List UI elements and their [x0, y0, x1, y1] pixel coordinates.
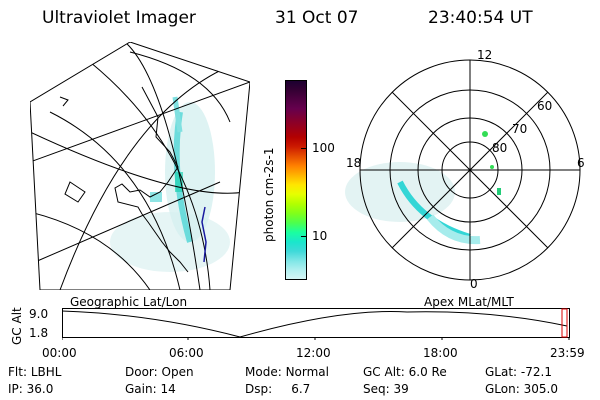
status-gc-alt: GC Alt: 6.0 Re	[363, 365, 447, 379]
status-ip: IP: 36.0	[8, 382, 54, 396]
timeline-xtick-1800: 18:00	[423, 346, 458, 360]
timeline-ytick-top: 9.0	[29, 307, 49, 321]
colorbar	[285, 80, 307, 280]
status-filter: Flt: LBHL	[8, 365, 62, 379]
mlt-label-12: 12	[477, 48, 492, 62]
altitude-curve	[62, 310, 568, 338]
time-label: 23:40:54 UT	[428, 8, 533, 28]
mlat-label-70: 70	[512, 122, 527, 136]
instrument-title: Ultraviolet Imager	[42, 8, 196, 28]
status-dsp: Dsp: 6.7	[245, 382, 311, 396]
date-label: 31 Oct 07	[275, 8, 359, 28]
status-glon: GLon: 305.0	[485, 382, 558, 396]
timeline-xtick-1200: 12:00	[296, 346, 331, 360]
timeline-ylabel: GC Alt	[10, 307, 24, 345]
apex-polar-plot: 12 18 6 0 60 70 80	[345, 48, 585, 291]
geographic-map	[30, 42, 250, 290]
status-gain: Gain: 14	[125, 382, 176, 396]
status-glat: GLat: -72.1	[485, 365, 552, 379]
mlt-label-6: 6	[577, 156, 585, 170]
colorbar-unit-label: photon cm-2s-1	[262, 147, 276, 243]
latlon-grid	[30, 42, 250, 290]
colorbar-tick-100: 100	[312, 141, 335, 155]
status-seq: Seq: 39	[363, 382, 409, 396]
mlt-label-18: 18	[346, 156, 361, 170]
mlt-label-0: 0	[470, 277, 478, 291]
current-time-marker	[561, 308, 568, 338]
status-mode: Mode: Normal	[245, 365, 329, 379]
timeline-xtick-0600: 06:00	[169, 346, 204, 360]
polar-grid	[359, 59, 581, 281]
auroral-emission-right	[345, 131, 501, 245]
timeline-xtick-0000: 00:00	[42, 346, 77, 360]
coastline-outline	[114, 86, 189, 273]
mlat-label-60: 60	[537, 99, 552, 113]
timeline-xtick-2359: 23:59	[550, 346, 585, 360]
geographic-caption: Geographic Lat/Lon	[70, 295, 188, 309]
mlat-label-80: 80	[492, 141, 507, 155]
apex-caption: Apex MLat/MLT	[424, 295, 514, 309]
colorbar-tick-10: 10	[312, 229, 328, 243]
timeline-ytick-bottom: 1.8	[29, 326, 49, 340]
altitude-timeline	[62, 308, 570, 340]
status-door: Door: Open	[125, 365, 194, 379]
